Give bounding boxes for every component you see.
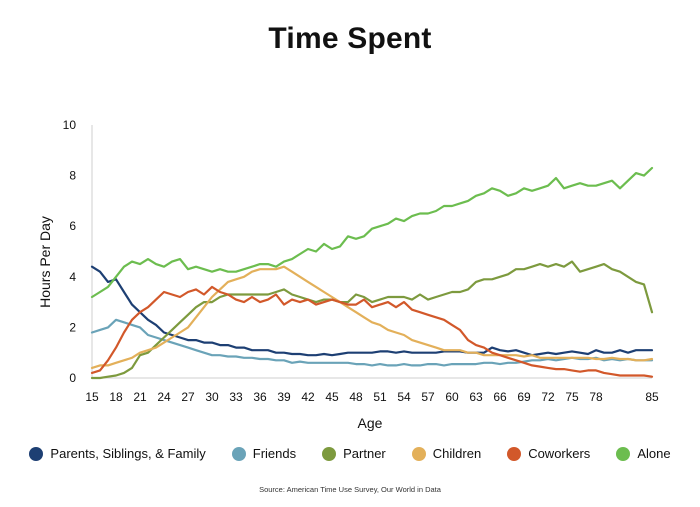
legend-label: Parents, Siblings, & Family [50, 446, 206, 461]
x-tick-label: 63 [469, 390, 483, 404]
x-tick-label: 39 [277, 390, 291, 404]
x-tick-label: 45 [325, 390, 339, 404]
x-tick-label: 15 [85, 390, 99, 404]
x-tick-label: 48 [349, 390, 363, 404]
x-tick-label: 66 [493, 390, 507, 404]
y-tick-label: 6 [69, 219, 76, 233]
y-tick-label: 4 [69, 270, 76, 284]
x-tick-label: 51 [373, 390, 387, 404]
legend-swatch [322, 446, 337, 461]
y-tick-label: 2 [69, 320, 76, 334]
legend-swatch [616, 446, 631, 461]
x-tick-label: 18 [109, 390, 123, 404]
series-line-2 [90, 318, 654, 367]
series-line-1 [90, 265, 654, 357]
source-note: Source: American Time Use Survey, Our Wo… [259, 485, 441, 494]
series-line-5 [90, 285, 654, 378]
x-tick-label: 57 [421, 390, 435, 404]
series-line-4 [90, 265, 654, 369]
legend-swatch [507, 446, 522, 461]
series-line-6 [90, 166, 654, 299]
y-tick-label: 8 [69, 169, 76, 183]
x-axis-label: Age [358, 415, 383, 431]
legend-swatch [231, 446, 246, 461]
x-tick-label: 78 [589, 390, 603, 404]
chart-title: Time Spent [268, 22, 432, 55]
legend-item: Alone [616, 446, 671, 461]
legend-label: Friends [252, 446, 297, 461]
legend-item: Coworkers [507, 446, 590, 461]
x-tick-label: 42 [301, 390, 315, 404]
legend-label: Partner [343, 446, 386, 461]
x-tick-label: 21 [133, 390, 147, 404]
legend-item: Friends [231, 446, 297, 461]
legend-swatch [29, 446, 44, 461]
legend-item: Children [411, 446, 482, 461]
x-tick-label: 33 [229, 390, 243, 404]
y-tick-label: 0 [69, 371, 76, 385]
legend-item: Partner [322, 446, 386, 461]
x-tick-label: 54 [397, 390, 411, 404]
legend-label: Coworkers [528, 446, 591, 461]
x-tick-label: 30 [205, 390, 219, 404]
x-tick-label: 72 [541, 390, 555, 404]
x-tick-label: 36 [253, 390, 267, 404]
y-axis-label: Hours Per Day [37, 216, 53, 308]
series-line-3 [90, 260, 654, 380]
x-tick-label: 69 [517, 390, 531, 404]
y-tick-label: 10 [63, 118, 77, 132]
x-tick-label: 75 [565, 390, 579, 404]
legend-label: Children [432, 446, 482, 461]
legend: Parents, Siblings, & Family Friends Partne… [0, 446, 700, 461]
legend-item: Parents, Siblings, & Family [29, 446, 206, 461]
x-tick-label: 60 [445, 390, 459, 404]
legend-swatch [411, 446, 426, 461]
x-tick-label: 27 [181, 390, 195, 404]
legend-label: Alone [637, 446, 671, 461]
x-tick-label: 24 [157, 390, 171, 404]
x-tick-label: 85 [645, 390, 659, 404]
